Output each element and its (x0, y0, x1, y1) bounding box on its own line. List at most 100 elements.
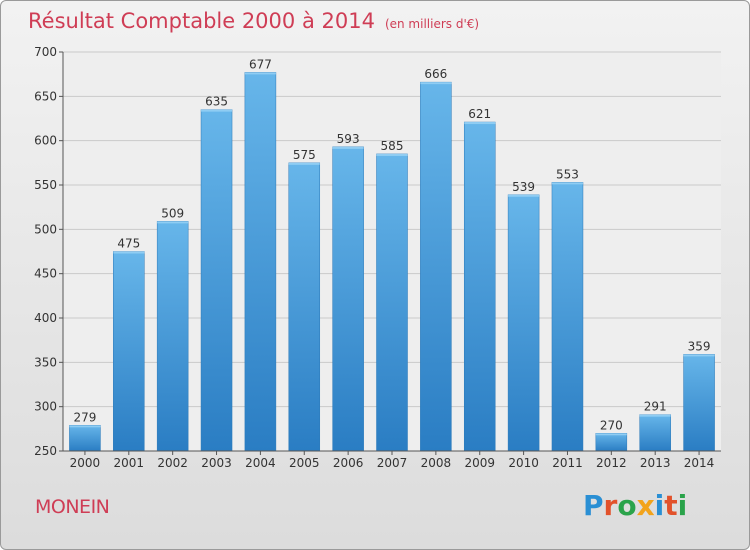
bar-highlight (420, 82, 452, 85)
bar (376, 153, 408, 452)
bar-group: 635 (200, 95, 233, 452)
bar-group: 291 (639, 400, 671, 452)
y-tick-label: 550 (34, 178, 57, 192)
x-tick-label: 2001 (114, 456, 145, 470)
bar (463, 121, 496, 452)
x-tick-label: 2000 (70, 456, 101, 470)
bar-value-label: 621 (468, 107, 491, 121)
x-tick-label: 2012 (596, 456, 627, 470)
y-tick-label: 300 (34, 400, 57, 414)
x-tick-label: 2009 (464, 456, 495, 470)
bar-highlight (69, 425, 101, 428)
bar-group: 359 (683, 339, 715, 452)
bar-highlight (464, 122, 496, 125)
bar (332, 146, 364, 452)
bar-value-label: 291 (644, 400, 667, 414)
logo-letter: i (654, 489, 665, 522)
bar-highlight (551, 182, 583, 185)
bar-value-label: 475 (117, 237, 140, 251)
bar (551, 182, 584, 452)
bar-group: 593 (332, 132, 364, 452)
x-tick-label: 2011 (552, 456, 583, 470)
bar (683, 354, 715, 452)
logo-letter: P (583, 489, 604, 522)
bar (595, 433, 628, 452)
bar-value-label: 677 (249, 57, 272, 71)
logo-letter: i (677, 489, 688, 522)
x-tick-label: 2004 (245, 456, 276, 470)
y-tick-label: 450 (34, 267, 57, 281)
bar-group: 475 (113, 237, 145, 452)
bar-group: 585 (376, 139, 408, 452)
y-tick-label: 700 (34, 45, 57, 59)
bar (113, 251, 145, 452)
title-unit: (en milliers d'€) (384, 17, 480, 31)
y-tick-label: 350 (34, 355, 57, 369)
x-tick-label: 2008 (421, 456, 452, 470)
bar-value-label: 635 (205, 95, 228, 109)
x-tick-label: 2010 (508, 456, 539, 470)
city-name: MONEIN (35, 496, 110, 518)
bar-highlight (201, 109, 233, 112)
bar-group: 539 (507, 180, 540, 452)
bar (288, 162, 321, 452)
bar-highlight (639, 414, 671, 417)
bar (69, 425, 101, 452)
bar-highlight (113, 251, 145, 254)
chart-title: Résultat Comptable 2000 à 2014 (en millie… (28, 9, 479, 33)
bar-highlight (508, 194, 540, 197)
bar-value-label: 270 (600, 418, 623, 432)
y-tick-label: 650 (34, 89, 57, 103)
bar-value-label: 593 (337, 132, 360, 146)
bar-highlight (157, 221, 189, 224)
bar-value-label: 359 (688, 339, 711, 353)
x-tick-label: 2002 (157, 456, 188, 470)
bar-value-label: 585 (381, 139, 404, 153)
logo-letter: r (603, 489, 618, 522)
bar (200, 109, 233, 452)
bar-group: 509 (156, 206, 189, 452)
bar (507, 194, 540, 452)
x-axis: 2000 2001 2002 2003 2004 2005 2006 2007 2008 2009… (63, 450, 721, 470)
bar-group: 666 (420, 67, 452, 452)
y-tick-label: 600 (34, 134, 57, 148)
x-tick-label: 2006 (333, 456, 364, 470)
proxiti-logo: Proxiti (583, 489, 687, 522)
y-tick-label: 250 (34, 444, 57, 458)
bar (156, 221, 189, 452)
logo-letter: o (617, 489, 637, 522)
bar-highlight (376, 153, 408, 156)
y-axis: 250 300 350 400 450 500 550 600 650 700 (34, 45, 64, 458)
y-tick-label: 400 (34, 311, 57, 325)
bar-group: 279 (69, 410, 101, 452)
bar-highlight (288, 162, 320, 165)
x-tick-label: 2005 (289, 456, 320, 470)
logo-letter: x (636, 489, 655, 522)
x-tick-label: 2003 (201, 456, 232, 470)
bar-value-label: 666 (424, 67, 447, 81)
bar-value-label: 279 (73, 410, 96, 424)
bar-group: 677 (244, 57, 277, 452)
title-text: Résultat Comptable 2000 à 2014 (28, 9, 375, 33)
bar-highlight (332, 146, 364, 149)
x-tick-label: 2007 (377, 456, 408, 470)
bar-group: 553 (551, 167, 584, 452)
x-tick-label: 2014 (684, 456, 715, 470)
y-tick-label: 500 (34, 222, 57, 236)
bar-value-label: 553 (556, 167, 579, 181)
bar-value-label: 539 (512, 180, 535, 194)
bar-group: 575 (288, 148, 321, 452)
bar (244, 72, 277, 452)
bar-group: 621 (463, 107, 496, 452)
bar-value-label: 509 (161, 206, 184, 220)
bar-value-label: 575 (293, 148, 316, 162)
x-tick-label: 2013 (640, 456, 671, 470)
bar-group: 270 (595, 418, 628, 452)
bar-highlight (244, 72, 276, 75)
logo-letter: t (664, 489, 678, 522)
bar (420, 81, 452, 452)
bar-highlight (595, 433, 627, 436)
bars: 279 475 509 635 677 575 593 585 666 621 539 553 270 2… (69, 57, 715, 452)
bar (639, 414, 671, 452)
